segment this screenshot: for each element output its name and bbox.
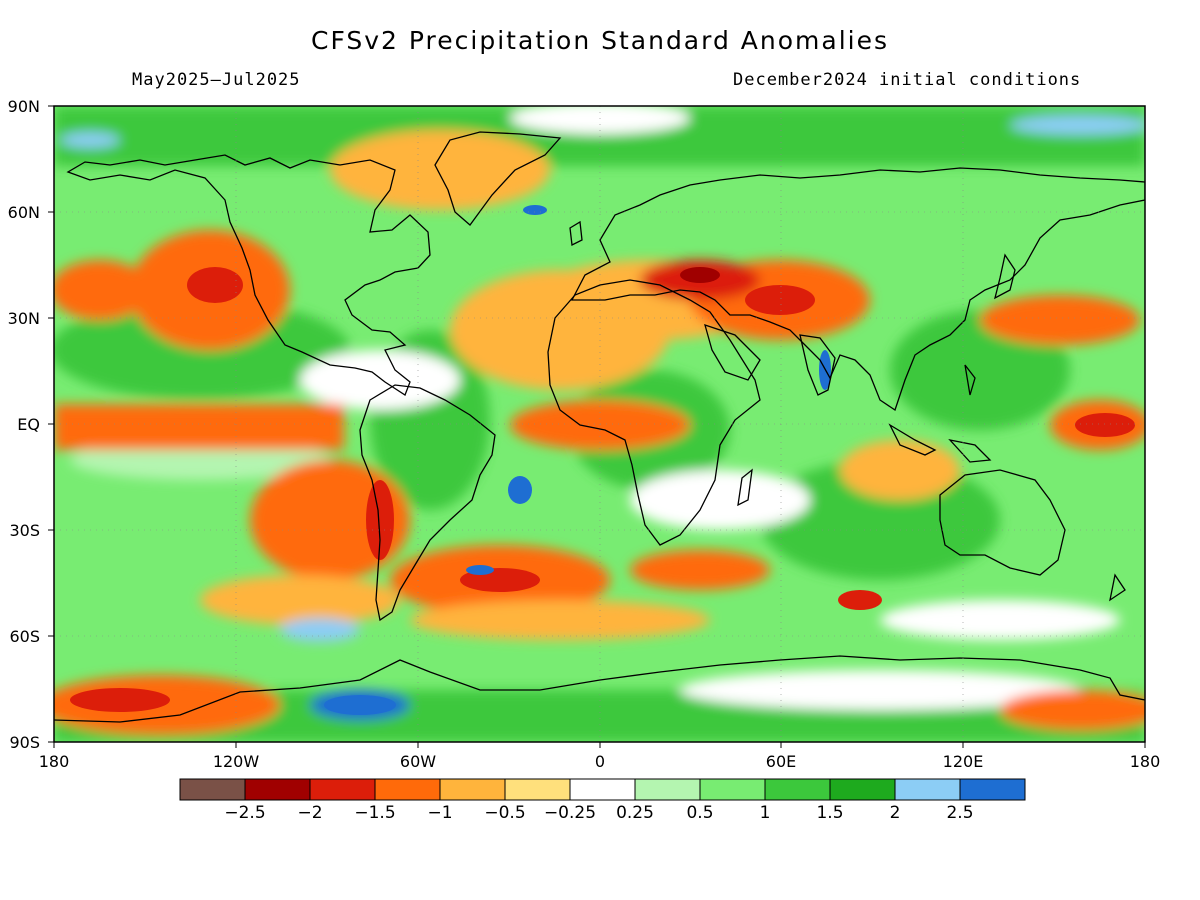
colorbar-label: −2.5 <box>224 803 265 823</box>
colorbar-swatch <box>699 778 766 801</box>
graticule <box>54 106 1145 742</box>
colorbar-swatch <box>504 778 571 801</box>
colorbar-swatch <box>764 778 831 801</box>
colorbar: −2.5 −2 −1.5 −1 −0.5 −0.25 0.25 0.5 1 1.5 2 2.5 <box>179 778 1026 823</box>
lon-label: 120W <box>213 752 260 771</box>
forecast-period: May2025—Jul2025 <box>132 70 301 90</box>
tick-marks <box>48 105 1146 748</box>
lon-label: 120E <box>943 752 984 771</box>
colorbar-swatch <box>569 778 636 801</box>
colorbar-label: −0.5 <box>484 803 525 823</box>
colorbar-swatch <box>374 778 441 801</box>
lat-label: 30S <box>9 521 40 540</box>
lat-label: EQ <box>17 415 40 434</box>
lon-label: 180 <box>1130 752 1161 771</box>
colorbar-label: 0.5 <box>686 803 713 823</box>
lon-label: 60E <box>766 752 796 771</box>
colorbar-swatch <box>829 778 896 801</box>
anomaly-field <box>54 106 1145 742</box>
colorbar-swatch <box>309 778 376 801</box>
colorbar-label: 1 <box>760 803 771 823</box>
lon-label: 60W <box>400 752 436 771</box>
colorbar-label: −0.25 <box>544 803 596 823</box>
colorbar-label: −2 <box>297 803 322 823</box>
colorbar-swatch <box>634 778 701 801</box>
colorbar-label: 2 <box>890 803 901 823</box>
coastlines <box>54 131 1145 723</box>
colorbar-label: 2.5 <box>946 803 973 823</box>
colorbar-swatch <box>179 778 246 801</box>
initial-conditions: December2024 initial conditions <box>733 70 1082 90</box>
lat-label: 90N <box>8 97 40 116</box>
colorbar-swatch <box>244 778 311 801</box>
lat-label: 90S <box>9 733 40 752</box>
colorbar-label: −1 <box>427 803 452 823</box>
longitude-labels: 180 120W 60W 0 60E 120E 180 <box>39 752 1161 771</box>
lat-label: 60S <box>9 627 40 646</box>
colorbar-swatch <box>894 778 961 801</box>
colorbar-swatch <box>959 778 1026 801</box>
lon-label: 0 <box>595 752 605 771</box>
map-title: CFSv2 Precipitation Standard Anomalies <box>310 26 889 55</box>
latitude-labels: 90N 60N 30N EQ 30S 60S 90S <box>8 97 40 752</box>
lat-label: 30N <box>8 309 40 328</box>
colorbar-label: 0.25 <box>616 803 654 823</box>
colorbar-label: 1.5 <box>816 803 843 823</box>
colorbar-swatch <box>439 778 506 801</box>
colorbar-label: −1.5 <box>354 803 395 823</box>
lat-label: 60N <box>8 203 40 222</box>
lon-label: 180 <box>39 752 70 771</box>
